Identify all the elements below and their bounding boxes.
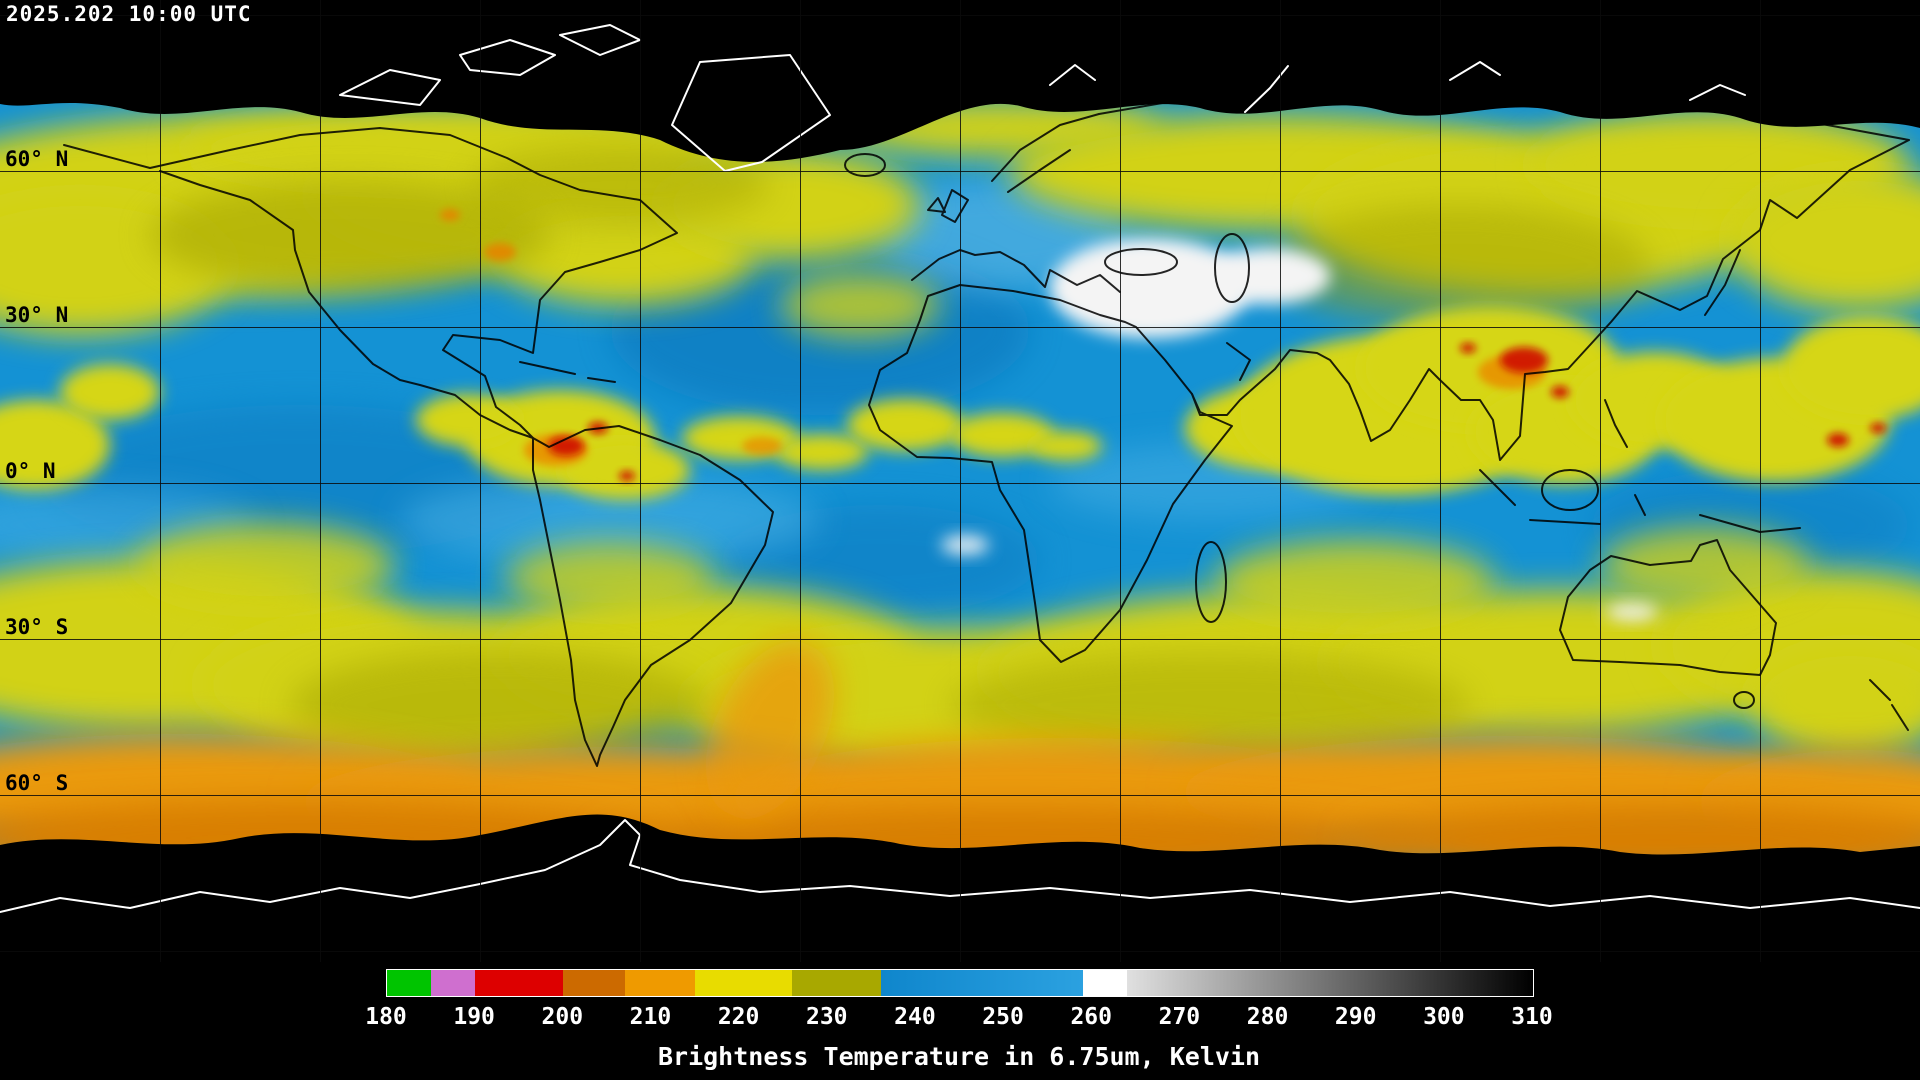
coastline-black-sea (1104, 248, 1178, 276)
colorbar-segment (792, 970, 881, 996)
colorbar-segment (1127, 970, 1533, 996)
colorbar-tick: 270 (1158, 1004, 1201, 1030)
colorbar-tick-labels: 180 190 200 210 220 230 240 250 260 270 280 290 300 3… (365, 1004, 1553, 1034)
coastline-caspian-sea (1214, 233, 1250, 303)
colorbar-segment (475, 970, 564, 996)
coastline-greenland (671, 54, 831, 172)
coastline-madagascar (1195, 541, 1227, 623)
coastline-iceland (844, 153, 886, 177)
timestamp: 2025.202 10:00 UTC (6, 2, 252, 26)
colorbar-segment (563, 970, 625, 996)
colorbar (386, 969, 1534, 997)
coastline-southeast-asia-islands (1479, 399, 1801, 533)
coastline-borneo (1541, 469, 1599, 511)
colorbar-tick: 310 (1511, 1004, 1553, 1030)
coastline-australia (1559, 539, 1909, 731)
colorbar-segment (880, 970, 1084, 996)
colorbar-tick: 260 (1070, 1004, 1112, 1030)
colorbar-tick: 210 (629, 1004, 672, 1030)
coastline-europe (911, 113, 1121, 293)
colorbar-tick: 280 (1246, 1004, 1289, 1030)
coastline-caribbean (519, 361, 616, 383)
colorbar-segment (624, 970, 696, 996)
colorbar-tick: 190 (453, 1004, 495, 1030)
colorbar-tick: 180 (365, 1004, 407, 1030)
water-vapor-map (0, 24, 1920, 913)
coastline-antarctica (0, 819, 1920, 913)
colorbar-tick: 220 (717, 1004, 760, 1030)
colorbar-tick: 230 (805, 1004, 848, 1030)
colorbar-tick: 200 (541, 1004, 584, 1030)
colorbar-tick: 240 (894, 1004, 936, 1030)
colorbar-segment (431, 970, 476, 996)
colorbar-title: Brightness Temperature in 6.75um, Kelvin (657, 1042, 1261, 1071)
coastline-south-america (532, 425, 774, 767)
colorbar-segment (695, 970, 793, 996)
colorbar-segment (387, 970, 432, 996)
coastline-tasmania (1733, 691, 1755, 709)
colorbar-tick: 250 (982, 1004, 1024, 1030)
colorbar-tick: 300 (1423, 1004, 1465, 1030)
colorbar-segment (1083, 970, 1128, 996)
colorbar-tick: 290 (1334, 1004, 1377, 1030)
